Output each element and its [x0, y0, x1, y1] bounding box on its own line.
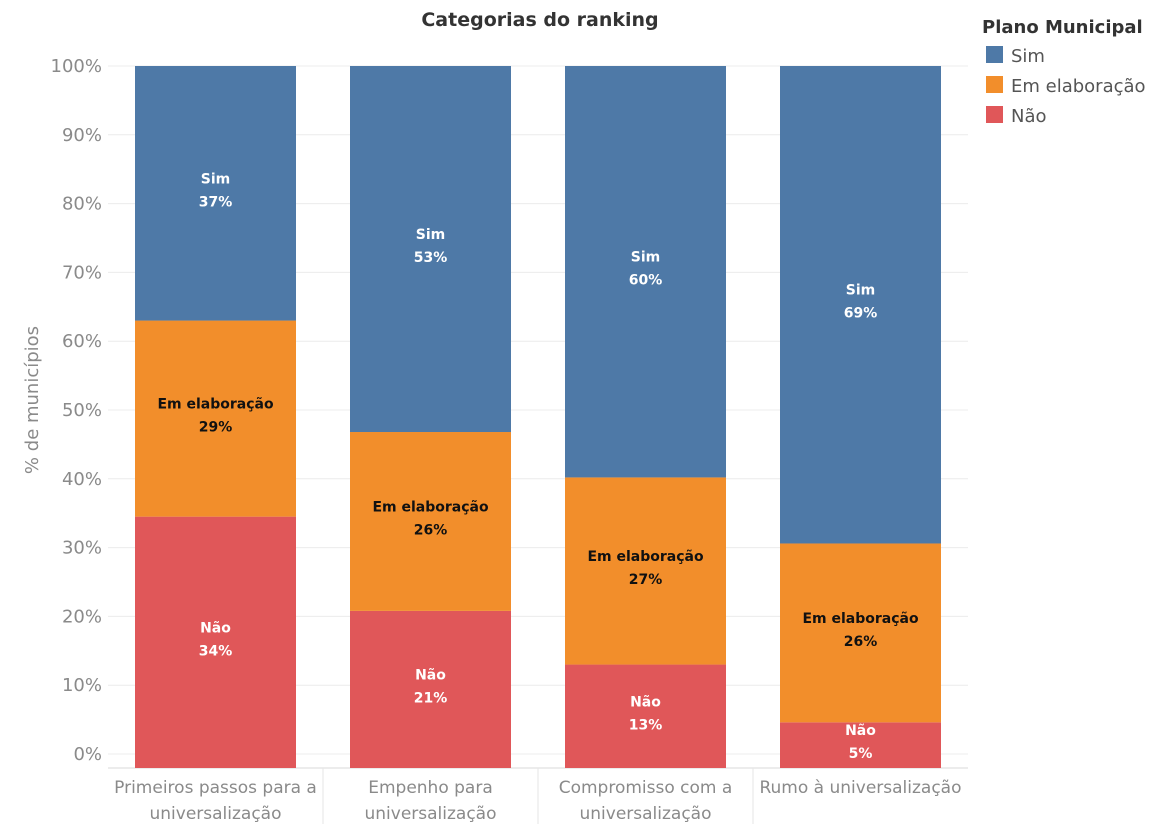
segment-series-label: Sim [631, 250, 660, 266]
segment-value-label: 26% [844, 634, 878, 650]
y-tick-label: 50% [62, 400, 102, 421]
segment-value-label: 34% [199, 643, 233, 659]
bar-segment [780, 722, 941, 768]
segment-value-label: 26% [414, 522, 448, 538]
y-tick-label: 20% [62, 606, 102, 627]
y-tick-label: 100% [51, 56, 102, 77]
segment-value-label: 69% [844, 306, 878, 322]
segment-value-label: 37% [199, 194, 233, 210]
x-tick-label: universalização [579, 804, 711, 824]
segment-series-label: Em elaboração [587, 549, 704, 565]
y-tick-label: 0% [73, 744, 102, 765]
y-axis-label: % de municípios [22, 326, 43, 474]
legend-label: Não [1011, 106, 1047, 127]
chart-title: Categorias do ranking [421, 9, 658, 31]
x-tick-label: Empenho para [368, 778, 493, 798]
x-tick-label: Rumo à universalização [759, 778, 961, 798]
segment-series-label: Não [415, 667, 446, 683]
legend-items: Sim Em elaboração Não [986, 46, 1146, 127]
bar-segment [565, 664, 726, 768]
segment-value-label: 60% [629, 273, 663, 289]
segment-series-label: Não [630, 694, 661, 710]
segment-value-label: 21% [414, 690, 448, 706]
segment-labels: Não 34% Em elaboração 29% Sim 37% Não 21% Em ela… [157, 171, 919, 762]
segment-series-label: Sim [416, 227, 445, 243]
legend-swatch [986, 106, 1003, 123]
segment-series-label: Sim [201, 171, 230, 187]
bar-segment [350, 610, 511, 768]
segment-series-label: Em elaboração [157, 397, 274, 413]
bar-segment [135, 516, 296, 768]
y-tick-label: 80% [62, 194, 102, 215]
bar-segment [565, 66, 726, 478]
y-tick-label: 30% [62, 538, 102, 559]
bar-segment [350, 432, 511, 611]
segment-value-label: 13% [629, 717, 663, 733]
bar-segment [565, 477, 726, 665]
y-tick-label: 70% [62, 262, 102, 283]
segment-value-label: 29% [199, 420, 233, 436]
segment-series-label: Sim [846, 283, 875, 299]
bar-segment [350, 66, 511, 433]
x-axis-ticks: Primeiros passos para a universalização Em… [114, 778, 961, 824]
y-tick-label: 90% [62, 125, 102, 146]
segment-series-label: Não [200, 620, 231, 636]
segment-value-label: 5% [849, 746, 873, 762]
y-tick-label: 60% [62, 331, 102, 352]
segment-value-label: 27% [629, 572, 663, 588]
y-tick-label: 40% [62, 469, 102, 490]
segment-series-label: Não [845, 723, 876, 739]
legend-swatch [986, 46, 1003, 63]
segment-value-label: 53% [414, 250, 448, 266]
legend-label: Em elaboração [1011, 76, 1146, 97]
y-axis-ticks: 100% 90% 80% 70% 60% 50% 40% 30% 20% 10% 0% [51, 56, 102, 765]
legend-swatch [986, 76, 1003, 93]
x-tick-label: Primeiros passos para a [114, 778, 317, 798]
bar-segment [135, 66, 296, 321]
bar-segment [780, 66, 941, 544]
bars [135, 66, 941, 768]
legend-label: Sim [1011, 46, 1045, 67]
segment-series-label: Em elaboração [802, 611, 919, 627]
bar-segment [135, 320, 296, 517]
segment-series-label: Em elaboração [372, 499, 489, 515]
x-tick-label: universalização [364, 804, 496, 824]
legend-title: Plano Municipal [982, 17, 1143, 38]
x-tick-label: universalização [149, 804, 281, 824]
y-tick-label: 10% [62, 675, 102, 696]
x-tick-label: Compromisso com a [559, 778, 733, 798]
bar-segment [780, 543, 941, 723]
legend: Plano Municipal Sim Em elaboração Não [982, 17, 1146, 127]
